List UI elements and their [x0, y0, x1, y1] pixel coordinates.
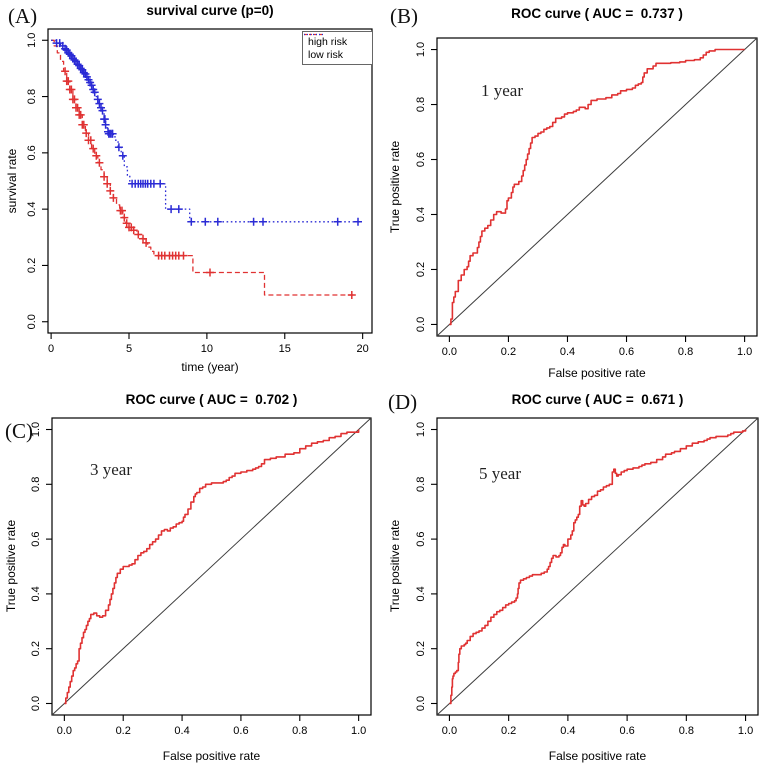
svg-text:20: 20	[357, 343, 369, 355]
svg-text:0.8: 0.8	[678, 346, 693, 358]
low-risk-dotted-line-icon	[304, 33, 324, 36]
panel-a-letter: (A)	[8, 4, 38, 28]
panel-a-x-axis-label: time (year)	[181, 360, 239, 374]
svg-text:0.8: 0.8	[679, 725, 694, 737]
panel-c-roc-3-year: (C) ROC curve ( AUC = 0.702 ) True posit…	[0, 385, 380, 769]
legend-label-low-risk: low risk	[308, 48, 344, 61]
panel-b-title: ROC curve ( AUC = 0.737 )	[511, 6, 683, 21]
panel-d-annotation: 5 year	[479, 464, 522, 483]
panel-d-x-axis-label: False positive rate	[548, 749, 647, 763]
svg-text:0.4: 0.4	[560, 346, 575, 358]
svg-text:1.0: 1.0	[415, 422, 427, 437]
legend: high risk low risk	[302, 31, 373, 65]
panel-c-letter: (C)	[5, 419, 33, 443]
svg-text:0.0: 0.0	[442, 725, 457, 737]
svg-text:0.0: 0.0	[442, 346, 457, 358]
roc-5-year-plot-svg: 0.0 0.2 0.4 0.6 0.8 1.0 0.0 0.2 0.4 0.6 0.8 1.0	[415, 417, 759, 737]
svg-text:0.4: 0.4	[560, 725, 575, 737]
svg-text:0.6: 0.6	[619, 346, 634, 358]
svg-text:0: 0	[48, 343, 54, 355]
svg-text:10: 10	[201, 343, 213, 355]
svg-text:0.0: 0.0	[415, 317, 427, 332]
svg-text:0.0: 0.0	[30, 696, 42, 711]
svg-text:1.0: 1.0	[738, 725, 753, 737]
svg-text:0.6: 0.6	[619, 725, 634, 737]
svg-text:15: 15	[279, 343, 291, 355]
svg-text:0.2: 0.2	[501, 725, 516, 737]
svg-text:1.0: 1.0	[351, 725, 366, 737]
panel-d-title: ROC curve ( AUC = 0.671 )	[511, 392, 684, 407]
svg-text:0.8: 0.8	[30, 477, 42, 492]
svg-text:0.2: 0.2	[26, 258, 38, 273]
svg-text:1.0: 1.0	[30, 422, 42, 437]
svg-text:5: 5	[126, 343, 132, 355]
panel-c-title: ROC curve ( AUC = 0.702 )	[125, 392, 298, 407]
panel-b-letter: (B)	[390, 4, 418, 28]
roc-3-year-plot-svg: 0.0 0.2 0.4 0.6 0.8 1.0 0.0 0.2 0.4 0.6 0.8 1.0	[30, 417, 372, 737]
roc-1-year-plot-svg: 0.0 0.2 0.4 0.6 0.8 1.0 0.0 0.2 0.4 0.6 0.8 1.0	[415, 37, 758, 358]
svg-text:0.0: 0.0	[57, 725, 72, 737]
svg-text:0.6: 0.6	[415, 531, 427, 546]
svg-text:0.0: 0.0	[415, 696, 427, 711]
panel-c-x-axis-label: False positive rate	[162, 749, 261, 763]
svg-text:0.4: 0.4	[174, 725, 189, 737]
legend-label-high-risk: high risk	[308, 35, 348, 48]
svg-text:0.6: 0.6	[233, 725, 248, 737]
svg-text:0.6: 0.6	[30, 531, 42, 546]
panel-d-roc-5-year: (D) ROC curve ( AUC = 0.671 ) True posit…	[381, 385, 761, 769]
svg-text:1.0: 1.0	[26, 33, 38, 48]
svg-text:0.0: 0.0	[26, 314, 38, 329]
svg-text:1.0: 1.0	[737, 346, 752, 358]
svg-text:0.2: 0.2	[415, 262, 427, 277]
svg-text:0.8: 0.8	[415, 97, 427, 112]
panel-a-title: survival curve (p=0)	[146, 3, 274, 18]
svg-text:0.2: 0.2	[415, 641, 427, 656]
svg-text:0.4: 0.4	[415, 207, 427, 222]
svg-text:0.8: 0.8	[26, 89, 38, 104]
svg-text:0.6: 0.6	[26, 145, 38, 160]
svg-text:0.6: 0.6	[415, 152, 427, 167]
svg-text:0.8: 0.8	[415, 477, 427, 492]
panel-b-x-axis-label: False positive rate	[548, 366, 646, 380]
svg-text:0.2: 0.2	[116, 725, 131, 737]
legend-item-high-risk: high risk	[304, 33, 372, 48]
svg-text:0.4: 0.4	[26, 201, 38, 216]
svg-text:0.2: 0.2	[501, 346, 516, 358]
svg-text:0.4: 0.4	[30, 586, 42, 601]
panel-b-annotation: 1 year	[481, 81, 524, 100]
svg-text:1.0: 1.0	[415, 42, 427, 57]
panel-d-letter: (D)	[388, 390, 418, 414]
panel-a-survival-curve: (A) survival curve (p=0) survival rate t…	[0, 0, 380, 383]
svg-text:0.4: 0.4	[415, 586, 427, 601]
panel-b-roc-1-year: (B) ROC curve ( AUC = 0.737 ) True posit…	[381, 0, 761, 383]
svg-text:0.2: 0.2	[30, 641, 42, 656]
svg-text:0.8: 0.8	[292, 725, 307, 737]
panel-c-annotation: 3 year	[90, 460, 133, 479]
legend-item-low-risk: low risk	[304, 33, 372, 61]
survival-plot-svg: 0 5 10 15 20 0.0 0.2 0.4 0.6 0.8 1.0	[26, 28, 373, 355]
